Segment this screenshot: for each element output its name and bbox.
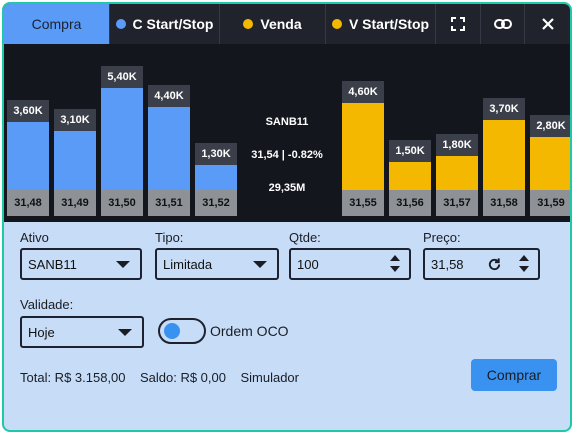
stepper-down-icon[interactable]: [390, 266, 400, 272]
bid-qty-label: 3,60K: [7, 100, 49, 122]
bid-bar[interactable]: 5,40K 31,50: [101, 44, 143, 216]
preco-stepper[interactable]: [518, 253, 530, 275]
preco-label: Preço:: [423, 230, 461, 245]
buy-dot-icon: [115, 19, 126, 29]
tab-v-start-stop[interactable]: V Start/Stop: [326, 4, 436, 44]
book-price-change: 31,54 | -0.82%: [251, 149, 323, 161]
mode-text: Simulador: [240, 370, 299, 385]
bid-bar-fill: [101, 88, 143, 190]
ask-bar-fill: [483, 120, 525, 190]
ask-price-label: 31,55: [342, 190, 384, 216]
ativo-value: SANB11: [28, 256, 77, 272]
ask-bar[interactable]: 1,80K 31,57: [436, 44, 478, 216]
ask-price-label: 31,58: [483, 190, 525, 216]
ask-qty-label: 3,70K: [483, 98, 525, 120]
bid-qty-label: 5,40K: [101, 66, 143, 88]
validade-select[interactable]: Hoje: [20, 316, 144, 348]
qtde-label: Qtde:: [289, 230, 321, 245]
qtde-value: 100: [297, 256, 319, 272]
tab-c-start-stop-label: C Start/Stop: [132, 16, 214, 32]
bid-price-label: 31,51: [148, 190, 190, 216]
bid-bar[interactable]: 3,60K 31,48: [7, 44, 49, 216]
ask-qty-label: 1,80K: [436, 134, 478, 156]
ask-bar[interactable]: 3,70K 31,58: [483, 44, 525, 216]
ativo-label: Ativo: [20, 230, 49, 245]
sell-dot-icon: [331, 19, 342, 29]
bid-price-label: 31,52: [195, 190, 237, 216]
tab-venda[interactable]: Venda: [220, 4, 326, 44]
order-summary: Total: R$ 3.158,00 Saldo: R$ 0,00 Simula…: [20, 370, 299, 385]
tipo-value: Limitada: [163, 256, 213, 272]
ativo-select[interactable]: SANB11: [20, 248, 142, 280]
ask-qty-label: 4,60K: [342, 81, 384, 103]
close-icon: [541, 18, 554, 30]
ask-bar-fill: [530, 137, 570, 190]
bid-qty-label: 1,30K: [195, 143, 237, 165]
tab-venda-label: Venda: [260, 16, 302, 32]
sell-dot-icon: [243, 19, 254, 29]
ask-price-label: 31,57: [436, 190, 478, 216]
stepper-up-icon[interactable]: [519, 255, 529, 261]
ask-bar-fill: [342, 103, 384, 190]
ask-bar-fill: [436, 156, 478, 190]
book-ticker: SANB11: [265, 116, 309, 128]
expand-button[interactable]: [436, 4, 481, 44]
total-text: Total: R$ 3.158,00: [20, 370, 126, 385]
ask-qty-label: 1,50K: [389, 140, 431, 162]
toggle-knob: [164, 323, 180, 339]
bid-bar-fill: [7, 122, 49, 190]
bid-bar[interactable]: 4,40K 31,51: [148, 44, 190, 216]
validade-value: Hoje: [28, 324, 55, 340]
ask-bar-fill: [389, 162, 431, 190]
qtde-stepper[interactable]: [389, 253, 401, 275]
bid-bar[interactable]: 3,10K 31,49: [54, 44, 96, 216]
comprar-button-label: Comprar: [486, 367, 542, 383]
oco-label: Ordem OCO: [210, 323, 289, 339]
stepper-down-icon[interactable]: [519, 266, 529, 272]
bid-qty-label: 4,40K: [148, 85, 190, 107]
link-icon: [493, 19, 512, 29]
chevron-down-icon: [118, 329, 132, 336]
tab-compra[interactable]: Compra: [4, 4, 110, 44]
chevron-down-icon: [253, 261, 267, 268]
bid-price-label: 31,49: [54, 190, 96, 216]
preco-value: 31,58: [431, 256, 464, 272]
bid-bar[interactable]: 1,30K 31,52: [195, 44, 237, 216]
qtde-input[interactable]: 100: [289, 248, 411, 280]
book-volume: 29,35M: [268, 182, 306, 194]
ask-price-label: 31,59: [530, 190, 570, 216]
validade-label: Validade:: [20, 297, 74, 312]
tipo-select[interactable]: Limitada: [155, 248, 279, 280]
bid-bar-fill: [148, 107, 190, 190]
tipo-label: Tipo:: [155, 230, 184, 245]
tab-bar: Compra C Start/Stop Venda V Start/Stop: [4, 4, 570, 44]
ask-qty-label: 2,80K: [530, 115, 570, 137]
ask-bar[interactable]: 1,50K 31,56: [389, 44, 431, 216]
bid-qty-label: 3,10K: [54, 109, 96, 131]
bid-price-label: 31,50: [101, 190, 143, 216]
bid-price-label: 31,48: [7, 190, 49, 216]
comprar-button[interactable]: Comprar: [471, 359, 557, 391]
oco-toggle[interactable]: [158, 318, 206, 344]
preco-input[interactable]: 31,58: [423, 248, 540, 280]
bid-bar-fill: [54, 131, 96, 190]
close-button[interactable]: [525, 4, 570, 44]
saldo-text: Saldo: R$ 0,00: [139, 370, 226, 385]
bid-bar-fill: [195, 165, 237, 190]
tab-v-start-stop-label: V Start/Stop: [348, 16, 430, 32]
tab-compra-label: Compra: [31, 16, 82, 32]
stepper-up-icon[interactable]: [390, 255, 400, 261]
ask-bar[interactable]: 4,60K 31,55: [342, 44, 384, 216]
ask-price-label: 31,56: [389, 190, 431, 216]
link-button[interactable]: [481, 4, 525, 44]
expand-icon: [451, 17, 465, 31]
chevron-down-icon: [116, 261, 130, 268]
ask-bar[interactable]: 2,80K 31,59: [530, 44, 570, 216]
order-book-chart: 3,60K 31,48 3,10K 31,49 5,40K 31,50 4,40K 31,51…: [4, 44, 570, 222]
refresh-icon[interactable]: [487, 257, 502, 272]
tab-c-start-stop[interactable]: C Start/Stop: [110, 4, 220, 44]
